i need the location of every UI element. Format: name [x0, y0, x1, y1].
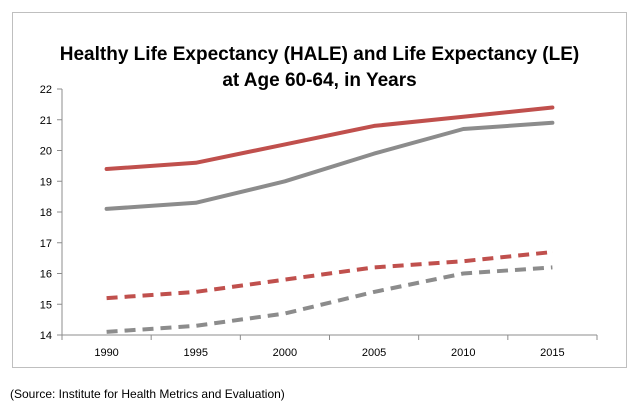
chart-title-line-1: Healthy Life Expectancy (HALE) and Life … — [59, 44, 580, 65]
series-line-3 — [106, 250, 553, 301]
y-tick-label: 18 — [40, 207, 52, 219]
y-tick-label: 14 — [40, 330, 52, 342]
chart-ticks: 14 15 16 17 18 19 20 21 22 1990 1995 2000 2005 2010 20… — [40, 84, 598, 359]
chart-frame — [12, 12, 627, 368]
x-tick-label: 2015 — [540, 347, 564, 359]
y-tick-label: 21 — [40, 115, 52, 127]
x-tick-label: 1995 — [184, 347, 208, 359]
x-tick-label: 2005 — [362, 347, 386, 359]
y-tick-label: 19 — [40, 176, 52, 188]
source-note: (Source: Institute for Health Metrics an… — [10, 387, 285, 401]
y-tick-label: 16 — [40, 269, 52, 281]
series-line-4 — [106, 265, 553, 334]
chart-title-line-2: at Age 60-64, in Years — [222, 70, 417, 91]
chart-title: Healthy Life Expectancy (HALE) and Life … — [12, 42, 627, 94]
series-line-2 — [104, 120, 555, 211]
y-tick-label: 15 — [40, 299, 52, 311]
x-tick-label: 2000 — [273, 347, 297, 359]
y-tick-label: 20 — [40, 146, 52, 158]
x-tick-label: 2010 — [451, 347, 475, 359]
series-line-1 — [104, 105, 555, 171]
x-tick-label: 1990 — [94, 347, 118, 359]
y-tick-label: 22 — [40, 84, 52, 96]
chart-series — [104, 105, 555, 334]
y-tick-label: 17 — [40, 238, 52, 250]
